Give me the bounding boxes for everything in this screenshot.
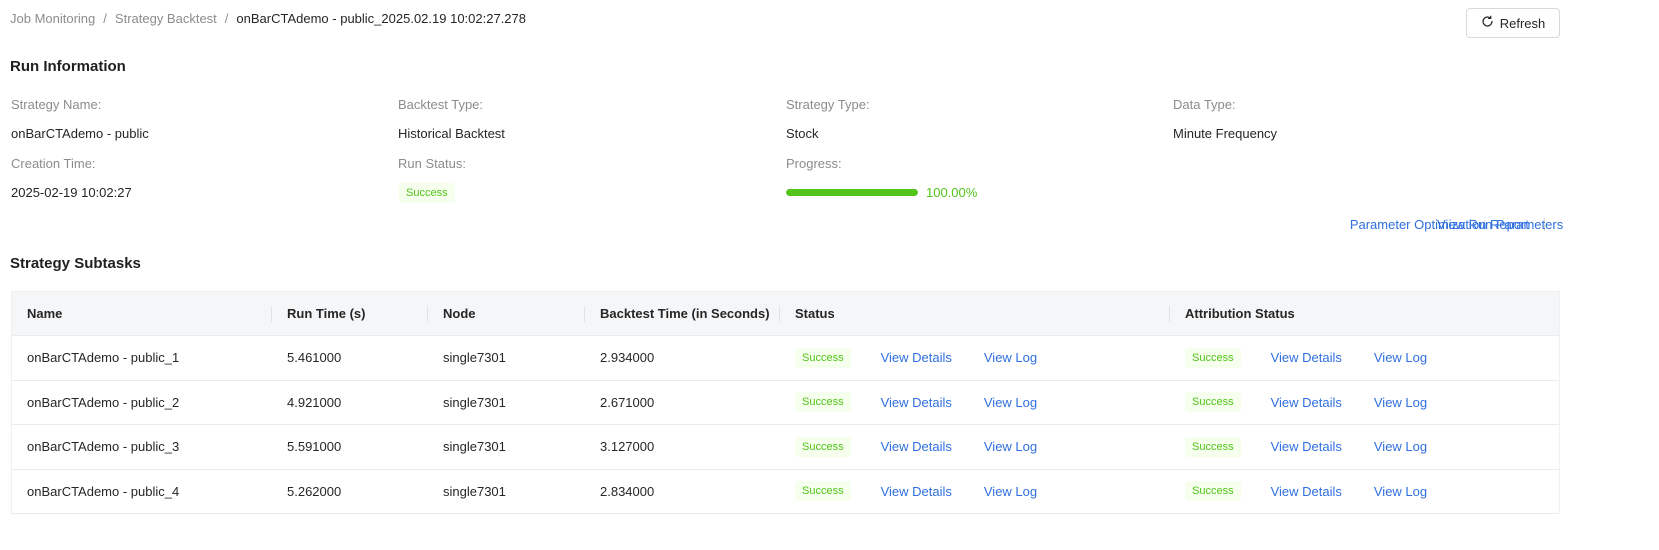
attribution-view-log-link[interactable]: View Log [1373,350,1428,366]
strategy-name-value: onBarCTAdemo - public [11,126,149,141]
status-badge: Success [795,481,851,502]
view-log-link[interactable]: View Log [983,394,1038,410]
attribution-view-details-link[interactable]: View Details [1270,439,1342,455]
cell-backtest-time: 3.127000 [600,439,655,455]
view-log-link[interactable]: View Log [983,439,1038,455]
cell-status: Success View Details View Log [780,336,1170,380]
cell-node: single7301 [443,483,506,499]
run-actions: Parameter Optimization Report [1350,217,1560,232]
column-header-run-time: Run Time (s) [272,292,428,335]
status-badge: Success [399,183,455,203]
parameter-optimization-report-link[interactable]: Parameter Optimization Report [1349,217,1529,232]
column-header-name: Name [12,292,272,335]
view-details-link[interactable]: View Details [880,350,952,366]
cell-status: Success View Details View Log [780,425,1170,469]
cell-status: Success View Details View Log [780,470,1170,514]
creation-time-value: 2025-02-19 10:02:27 [11,185,132,200]
refresh-icon [1481,15,1494,31]
progress-fill [786,189,918,196]
view-run-parameters-link[interactable]: View Run Parameters [1437,217,1564,232]
subtasks-table: Name Run Time (s) Node Backtest Time (in… [11,291,1560,514]
cell-node: single7301 [443,394,506,410]
attribution-status-badge: Success [1185,347,1241,368]
view-details-link[interactable]: View Details [880,394,952,410]
breadcrumb-current: onBarCTAdemo - public_2025.02.19 10:02:2… [236,11,526,26]
refresh-label: Refresh [1499,15,1546,31]
cell-name: onBarCTAdemo - public_3 [27,439,180,455]
column-header-node: Node [428,292,585,335]
breadcrumb-job-monitoring[interactable]: Job Monitoring [10,11,96,26]
view-details-link[interactable]: View Details [880,483,952,499]
attribution-view-log-link[interactable]: View Log [1373,394,1428,410]
status-badge: Success [795,392,851,413]
table-row: onBarCTAdemo - public_4 5.262000 single7… [12,470,1559,514]
cell-name: onBarCTAdemo - public_4 [27,483,180,499]
data-type-label: Data Type: [1173,97,1236,112]
breadcrumb: Job Monitoring / Strategy Backtest / onB… [10,11,526,26]
breadcrumb-strategy-backtest[interactable]: Strategy Backtest [114,11,217,26]
cell-status: Success View Details View Log [780,381,1170,425]
run-status-label: Run Status: [398,156,466,171]
attribution-view-log-link[interactable]: View Log [1373,439,1428,455]
attribution-view-details-link[interactable]: View Details [1270,483,1342,499]
backtest-type-label: Backtest Type: [398,97,484,112]
attribution-status-badge: Success [1185,392,1241,413]
link-divider [1544,218,1545,231]
cell-run-time: 4.921000 [287,394,342,410]
column-header-status: Status [780,292,1170,335]
column-header-backtest-time: Backtest Time (in Seconds) [585,292,780,335]
strategy-type-label: Strategy Type: [786,97,870,112]
strategy-name-label: Strategy Name: [11,97,102,112]
cell-run-time: 5.262000 [287,483,342,499]
progress-text: 100.00% [926,185,978,200]
cell-attribution-status: Success View Details View Log [1170,470,1559,514]
run-status-value: Success [399,183,455,203]
table-row: onBarCTAdemo - public_2 4.921000 single7… [12,381,1559,425]
cell-attribution-status: Success View Details View Log [1170,425,1559,469]
cell-node: single7301 [443,350,506,366]
attribution-status-badge: Success [1185,481,1241,502]
view-log-link[interactable]: View Log [983,483,1038,499]
status-badge: Success [795,347,851,368]
table-row: onBarCTAdemo - public_1 5.461000 single7… [12,336,1559,381]
refresh-button[interactable]: Refresh [1466,8,1560,38]
cell-attribution-status: Success View Details View Log [1170,336,1559,380]
breadcrumb-separator: / [224,11,229,26]
cell-node: single7301 [443,439,506,455]
cell-attribution-status: Success View Details View Log [1170,381,1559,425]
breadcrumb-separator: / [103,11,107,26]
data-type-value: Minute Frequency [1173,126,1278,141]
cell-backtest-time: 2.671000 [600,394,655,410]
column-header-attribution-status: Attribution Status [1185,306,1295,321]
strategy-type-value: Stock [786,126,819,141]
view-log-link[interactable]: View Log [983,350,1038,366]
run-information-title: Run Information [10,58,126,75]
view-details-link[interactable]: View Details [880,439,952,455]
strategy-subtasks-title: Strategy Subtasks [10,255,141,272]
backtest-type-value: Historical Backtest [398,126,505,141]
cell-backtest-time: 2.834000 [600,483,655,499]
table-header: Name Run Time (s) Node Backtest Time (in… [12,292,1559,336]
cell-backtest-time: 2.934000 [600,350,655,366]
attribution-status-badge: Success [1185,436,1241,457]
creation-time-label: Creation Time: [11,156,96,171]
attribution-view-details-link[interactable]: View Details [1270,394,1342,410]
table-row: onBarCTAdemo - public_3 5.591000 single7… [12,425,1559,470]
progress-track [786,189,918,196]
cell-name: onBarCTAdemo - public_2 [27,394,180,410]
attribution-view-details-link[interactable]: View Details [1270,350,1342,366]
progress-bar: 100.00% [786,185,977,200]
cell-run-time: 5.461000 [287,350,342,366]
attribution-view-log-link[interactable]: View Log [1373,483,1428,499]
cell-name: onBarCTAdemo - public_1 [27,350,180,366]
cell-run-time: 5.591000 [287,439,342,455]
progress-label: Progress: [786,156,842,171]
status-badge: Success [795,436,851,457]
